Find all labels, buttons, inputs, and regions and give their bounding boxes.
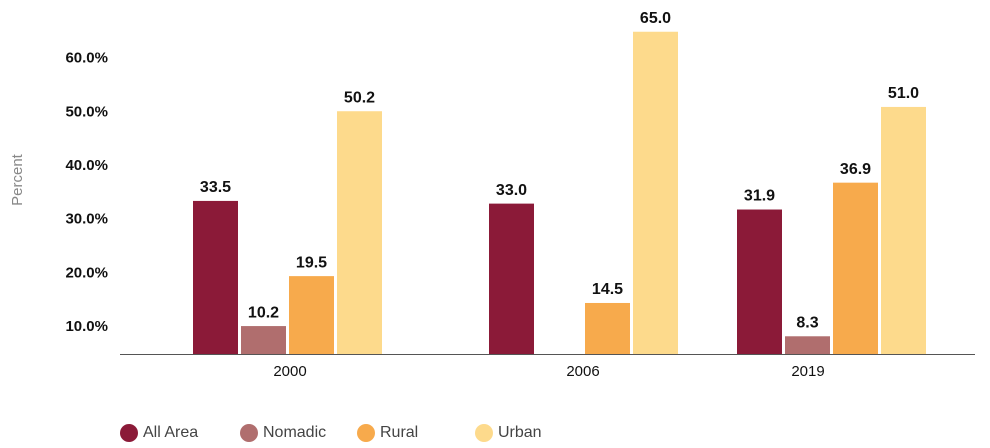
y-tick-label: 10.0% <box>65 318 108 335</box>
y-tick-label: 20.0% <box>65 264 108 281</box>
y-axis-label: Percent <box>9 153 26 206</box>
legend-marker <box>475 424 493 442</box>
y-tick-label: 50.0% <box>65 103 108 120</box>
legend-marker <box>357 424 375 442</box>
bar <box>241 326 286 354</box>
value-label: 8.3 <box>796 314 818 331</box>
value-label: 10.2 <box>248 304 279 321</box>
value-label: 50.2 <box>344 89 375 106</box>
bar <box>633 31 678 354</box>
y-tick-label: 30.0% <box>65 211 108 228</box>
bar <box>489 203 534 354</box>
legend-label: Nomadic <box>263 424 326 441</box>
value-label: 51.0 <box>888 85 919 102</box>
x-tick-label: 2006 <box>566 363 599 380</box>
legend-label: All Area <box>143 424 198 441</box>
x-tick-label: 2019 <box>791 363 824 380</box>
bar <box>585 302 630 354</box>
y-tick-label: 60.0% <box>65 50 108 67</box>
value-label: 33.5 <box>200 179 231 196</box>
y-tick-label: 40.0% <box>65 157 108 174</box>
value-label: 19.5 <box>296 254 327 271</box>
legend-label: Rural <box>380 424 418 441</box>
legend-label: Urban <box>498 424 542 441</box>
value-label: 14.5 <box>592 281 623 298</box>
value-label: 36.9 <box>840 161 871 178</box>
value-label: 33.0 <box>496 182 527 199</box>
x-tick-label: 2000 <box>273 363 306 380</box>
bar <box>785 336 830 354</box>
bar <box>737 209 782 354</box>
bar <box>833 182 878 354</box>
legend-marker <box>120 424 138 442</box>
bar <box>193 200 238 354</box>
bar <box>337 111 382 354</box>
legend-marker <box>240 424 258 442</box>
bar <box>289 276 334 354</box>
value-label: 65.0 <box>640 10 671 27</box>
value-label: 31.9 <box>744 188 775 205</box>
bar <box>881 106 926 354</box>
